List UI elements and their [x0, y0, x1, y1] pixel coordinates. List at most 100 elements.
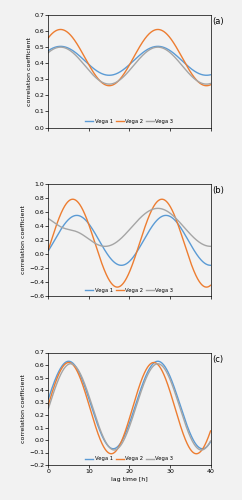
Vega 2 [175, 216, 178, 222]
Vega 3 [55, 44, 58, 51]
Vega 1 [204, 261, 207, 267]
Vega 3 [175, 56, 178, 62]
Vega 2 [205, 82, 208, 88]
Vega 2 [204, 82, 207, 88]
Vega 3 [122, 438, 125, 444]
Y-axis label: correlation coefficient: correlation coefficient [21, 374, 26, 443]
Vega 2 [175, 44, 178, 50]
Vega 2 [209, 82, 212, 88]
Vega 2 [59, 26, 62, 32]
Vega 3 [104, 244, 106, 250]
Vega 3 [113, 447, 116, 453]
Vega 1 [209, 439, 212, 445]
Vega 3 [126, 70, 129, 76]
Vega 3 [204, 242, 207, 248]
Vega 1 [67, 358, 70, 364]
Vega 3 [175, 394, 178, 400]
Vega 1 [204, 444, 207, 450]
Line: Vega 1: Vega 1 [48, 46, 211, 76]
Y-axis label: correlation coefficient: correlation coefficient [27, 37, 31, 106]
Vega 3 [209, 80, 212, 86]
Vega 1 [204, 72, 207, 78]
Vega 1 [75, 212, 78, 218]
Vega 3 [209, 438, 212, 444]
Vega 2 [71, 196, 74, 202]
Vega 1 [59, 44, 62, 50]
Vega 3 [204, 81, 207, 87]
Vega 1 [47, 48, 50, 54]
Vega 2 [67, 360, 70, 366]
Vega 3 [69, 361, 72, 367]
Vega 2 [204, 82, 207, 88]
Vega 1 [55, 44, 58, 50]
Vega 3 [204, 444, 207, 450]
Line: Vega 2: Vega 2 [48, 362, 211, 454]
Legend: Vega 1, Vega 2, Vega 3: Vega 1, Vega 2, Vega 3 [83, 286, 176, 294]
Vega 1 [175, 218, 178, 224]
Vega 2 [121, 280, 124, 286]
Vega 1 [209, 262, 212, 268]
Vega 1 [175, 390, 178, 396]
Vega 3 [156, 206, 159, 212]
Text: (b): (b) [212, 186, 224, 195]
Vega 1 [204, 444, 207, 450]
Vega 1 [204, 72, 207, 78]
Vega 3 [204, 81, 207, 87]
Vega 2 [55, 28, 58, 34]
Line: Vega 3: Vega 3 [48, 364, 211, 450]
Vega 1 [47, 248, 50, 254]
Vega 3 [47, 406, 50, 411]
Line: Vega 3: Vega 3 [48, 208, 211, 246]
Line: Vega 3: Vega 3 [48, 47, 211, 84]
Vega 1 [175, 52, 178, 59]
Vega 3 [59, 44, 62, 50]
Vega 1 [209, 72, 212, 78]
Vega 3 [121, 74, 124, 80]
Vega 2 [209, 428, 212, 434]
Vega 2 [204, 440, 207, 446]
Vega 2 [204, 284, 207, 290]
Text: (a): (a) [212, 17, 224, 26]
Text: (c): (c) [212, 355, 223, 364]
Vega 1 [55, 373, 58, 379]
Vega 2 [126, 274, 129, 280]
Vega 2 [205, 284, 208, 290]
Vega 1 [55, 234, 58, 239]
Vega 2 [195, 450, 198, 456]
Vega 1 [126, 426, 129, 432]
Vega 2 [204, 440, 207, 446]
Vega 3 [121, 234, 124, 239]
Vega 3 [47, 216, 50, 222]
Vega 2 [47, 246, 50, 252]
Vega 3 [47, 50, 50, 56]
Vega 3 [204, 242, 207, 248]
Line: Vega 2: Vega 2 [48, 30, 211, 86]
Y-axis label: correlation coefficient: correlation coefficient [21, 206, 26, 274]
Vega 2 [209, 282, 212, 288]
Legend: Vega 1, Vega 2, Vega 3: Vega 1, Vega 2, Vega 3 [83, 117, 176, 126]
Vega 2 [126, 66, 129, 71]
Vega 2 [121, 72, 124, 78]
Vega 3 [126, 429, 129, 435]
Vega 1 [204, 261, 207, 267]
Vega 1 [47, 396, 50, 402]
Vega 3 [126, 229, 129, 235]
Vega 1 [126, 64, 129, 70]
Vega 3 [55, 381, 58, 387]
Vega 3 [175, 216, 178, 222]
Vega 3 [209, 244, 212, 250]
Vega 2 [126, 422, 129, 428]
Vega 1 [201, 446, 204, 452]
Vega 1 [121, 67, 124, 73]
Line: Vega 1: Vega 1 [48, 216, 211, 266]
Vega 2 [204, 284, 207, 290]
Vega 1 [121, 262, 124, 268]
Vega 2 [55, 376, 58, 382]
Vega 2 [175, 408, 178, 414]
Vega 2 [47, 402, 50, 407]
Vega 1 [205, 72, 208, 78]
X-axis label: lag time [h]: lag time [h] [111, 477, 148, 482]
Vega 2 [47, 34, 50, 40]
Line: Vega 2: Vega 2 [48, 199, 211, 287]
Vega 1 [126, 260, 129, 266]
